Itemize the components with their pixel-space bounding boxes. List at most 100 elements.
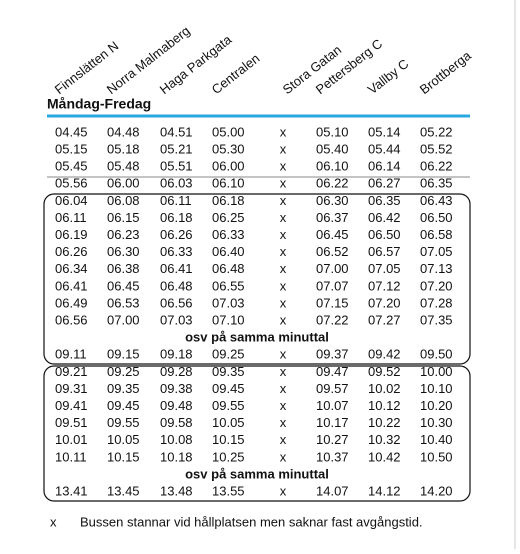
time-cell: 04.48 bbox=[107, 124, 140, 139]
time-cell: 13.48 bbox=[160, 484, 193, 499]
time-cell: 06.22 bbox=[316, 176, 349, 191]
stop-name: Centralen bbox=[209, 51, 263, 98]
time-cell: 06.50 bbox=[420, 210, 453, 225]
footnote-text: Bussen stannar vid hållplatsen men sakna… bbox=[80, 514, 423, 529]
time-cell: 10.20 bbox=[420, 398, 453, 413]
time-cell: 10.18 bbox=[160, 449, 193, 464]
time-cell: 04.45 bbox=[55, 124, 88, 139]
time-cell: 07.20 bbox=[368, 295, 401, 310]
time-cell: 06.56 bbox=[160, 295, 193, 310]
time-cell: x bbox=[280, 227, 287, 242]
time-cell: 05.56 bbox=[55, 176, 88, 191]
time-cell: 07.20 bbox=[420, 278, 453, 293]
time-cell: 10.42 bbox=[368, 449, 401, 464]
time-cell: 07.13 bbox=[420, 261, 453, 276]
time-cell: 09.18 bbox=[160, 347, 193, 362]
time-cell: 07.27 bbox=[368, 313, 401, 328]
time-cell: 07.10 bbox=[212, 313, 245, 328]
stop-name: Brottberga bbox=[417, 47, 475, 97]
time-cell: 09.55 bbox=[212, 398, 245, 413]
time-cell: 09.25 bbox=[107, 364, 140, 379]
time-cell: 06.04 bbox=[55, 193, 88, 208]
time-cell: 06.40 bbox=[212, 244, 245, 259]
time-cell: 07.03 bbox=[212, 295, 245, 310]
time-cell: 10.30 bbox=[420, 415, 453, 430]
time-cell: 06.57 bbox=[368, 244, 401, 259]
time-cell: 09.47 bbox=[316, 364, 349, 379]
time-cell: 09.42 bbox=[368, 347, 401, 362]
time-cell: x bbox=[280, 347, 287, 362]
footnote-symbol: x bbox=[50, 514, 57, 529]
time-cell: 10.12 bbox=[368, 398, 401, 413]
time-cell: 09.35 bbox=[107, 381, 140, 396]
time-cell: 06.45 bbox=[107, 278, 140, 293]
time-cell: 06.43 bbox=[420, 193, 453, 208]
time-cell: x bbox=[280, 176, 287, 191]
time-cell: 10.01 bbox=[55, 432, 88, 447]
time-cell: x bbox=[280, 278, 287, 293]
time-cell: 14.20 bbox=[420, 484, 453, 499]
time-cell: 09.31 bbox=[55, 381, 88, 396]
time-cell: 06.03 bbox=[160, 176, 193, 191]
time-cell: 10.37 bbox=[316, 449, 349, 464]
time-cell: 06.22 bbox=[420, 159, 453, 174]
time-cell: 10.02 bbox=[368, 381, 401, 396]
time-cell: 10.25 bbox=[212, 449, 245, 464]
time-cell: 05.52 bbox=[420, 142, 453, 157]
time-cell: 06.34 bbox=[55, 261, 88, 276]
time-cell: 14.12 bbox=[368, 484, 401, 499]
time-cell: 10.15 bbox=[212, 432, 245, 447]
time-cell: 06.15 bbox=[107, 210, 140, 225]
time-cell: 06.30 bbox=[316, 193, 349, 208]
time-cell: 06.33 bbox=[160, 244, 193, 259]
time-cell: 10.05 bbox=[107, 432, 140, 447]
time-cell: 06.55 bbox=[212, 278, 245, 293]
time-cell: 06.56 bbox=[55, 313, 88, 328]
time-cell: x bbox=[280, 124, 287, 139]
time-cell: 06.18 bbox=[160, 210, 193, 225]
time-cell: x bbox=[280, 295, 287, 310]
time-cell: 06.26 bbox=[55, 244, 88, 259]
time-cell: 06.48 bbox=[212, 261, 245, 276]
time-cell: 09.21 bbox=[55, 364, 88, 379]
time-cell: 06.26 bbox=[160, 227, 193, 242]
time-cell: 09.48 bbox=[160, 398, 193, 413]
time-cell: 07.28 bbox=[420, 295, 453, 310]
time-cell: 09.35 bbox=[212, 364, 245, 379]
time-cell: 13.45 bbox=[107, 484, 140, 499]
time-cell: 06.11 bbox=[160, 193, 192, 208]
time-cell: 05.40 bbox=[316, 142, 349, 157]
time-cell: 06.25 bbox=[212, 210, 245, 225]
time-cell: 07.00 bbox=[107, 313, 140, 328]
time-cell: 10.22 bbox=[368, 415, 401, 430]
time-cell: 05.00 bbox=[212, 124, 245, 139]
time-cell: x bbox=[280, 142, 287, 157]
group-note: osv på samma minuttal bbox=[185, 330, 329, 345]
time-cell: 09.57 bbox=[316, 381, 349, 396]
time-cell: 06.00 bbox=[212, 159, 245, 174]
time-cell: 10.40 bbox=[420, 432, 453, 447]
time-cell: 09.15 bbox=[107, 347, 140, 362]
time-cell: 09.38 bbox=[160, 381, 193, 396]
time-cell: 10.00 bbox=[420, 364, 453, 379]
time-cell: 09.45 bbox=[107, 398, 140, 413]
time-cell: 10.32 bbox=[368, 432, 401, 447]
time-cell: 09.50 bbox=[420, 347, 453, 362]
time-cell: x bbox=[280, 193, 287, 208]
time-cell: x bbox=[280, 381, 287, 396]
time-cell: 07.35 bbox=[420, 313, 453, 328]
time-cell: 05.15 bbox=[55, 142, 88, 157]
time-cell: x bbox=[280, 244, 287, 259]
time-cell: x bbox=[280, 398, 287, 413]
time-cell: 09.25 bbox=[212, 347, 245, 362]
time-cell: 06.48 bbox=[160, 278, 193, 293]
time-cell: 06.10 bbox=[212, 176, 245, 191]
time-cell: x bbox=[280, 484, 287, 499]
time-cell: 07.03 bbox=[160, 313, 193, 328]
time-cell: x bbox=[280, 159, 287, 174]
time-cell: x bbox=[280, 415, 287, 430]
time-cell: 06.41 bbox=[55, 278, 88, 293]
time-cell: 05.30 bbox=[212, 142, 245, 157]
group-box bbox=[43, 193, 471, 365]
time-cell: 05.21 bbox=[160, 142, 193, 157]
